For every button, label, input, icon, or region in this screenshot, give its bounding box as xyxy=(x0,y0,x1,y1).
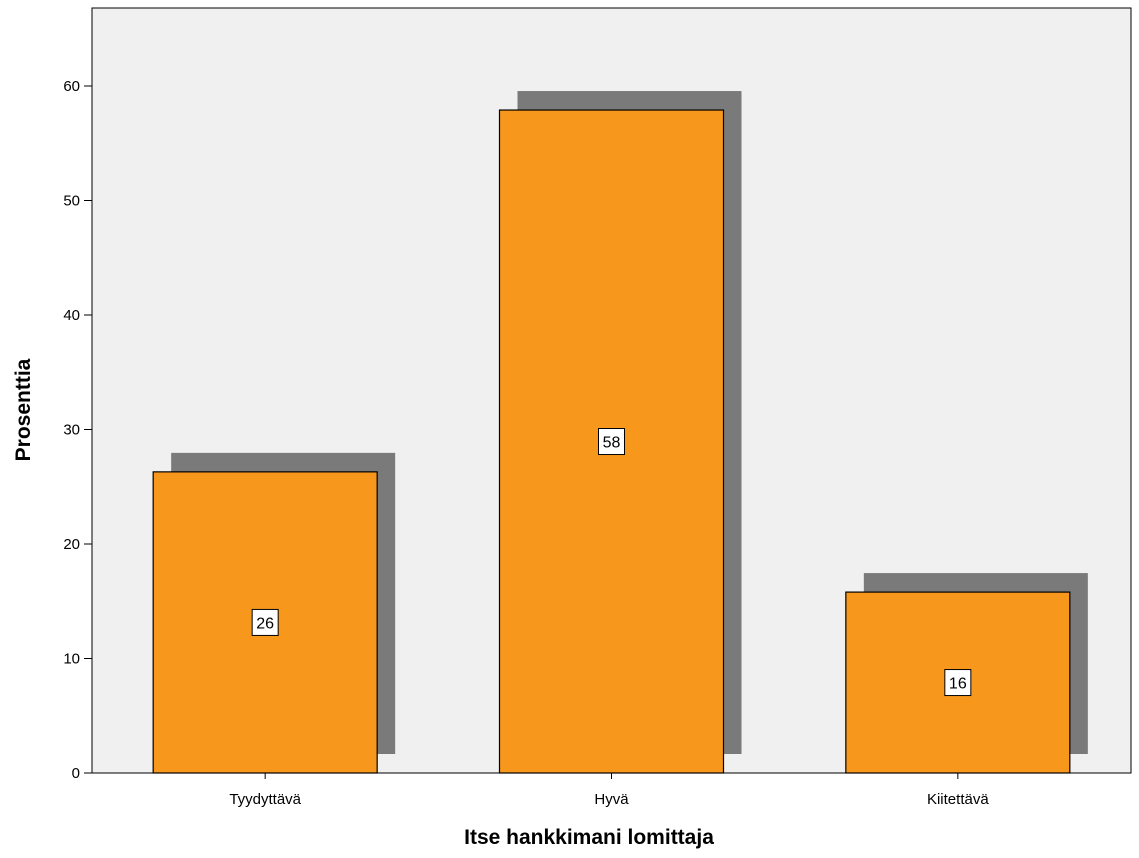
y-axis-title: Prosenttia xyxy=(12,358,35,461)
x-tick-label: Kiitettävä xyxy=(927,791,989,808)
data-label-box xyxy=(944,669,972,697)
y-tick-label: 20 xyxy=(63,536,80,553)
data-label: 58 xyxy=(603,435,621,452)
y-tick-label: 50 xyxy=(63,193,80,210)
data-label-box xyxy=(598,428,625,456)
y-tick-label: 30 xyxy=(63,422,80,439)
data-label: 26 xyxy=(256,615,274,632)
x-tick-label: Hyvä xyxy=(594,791,629,808)
x-axis-title: Itse hankkimani lomittaja xyxy=(464,826,714,849)
y-tick-label: 40 xyxy=(63,307,80,324)
y-tick-label: 60 xyxy=(63,78,80,95)
y-tick-label: 0 xyxy=(72,765,80,782)
y-tick-label: 10 xyxy=(63,651,80,668)
x-tick-label: Tyydyttävä xyxy=(229,791,301,808)
data-label-box xyxy=(251,608,279,636)
data-label: 16 xyxy=(949,676,967,693)
